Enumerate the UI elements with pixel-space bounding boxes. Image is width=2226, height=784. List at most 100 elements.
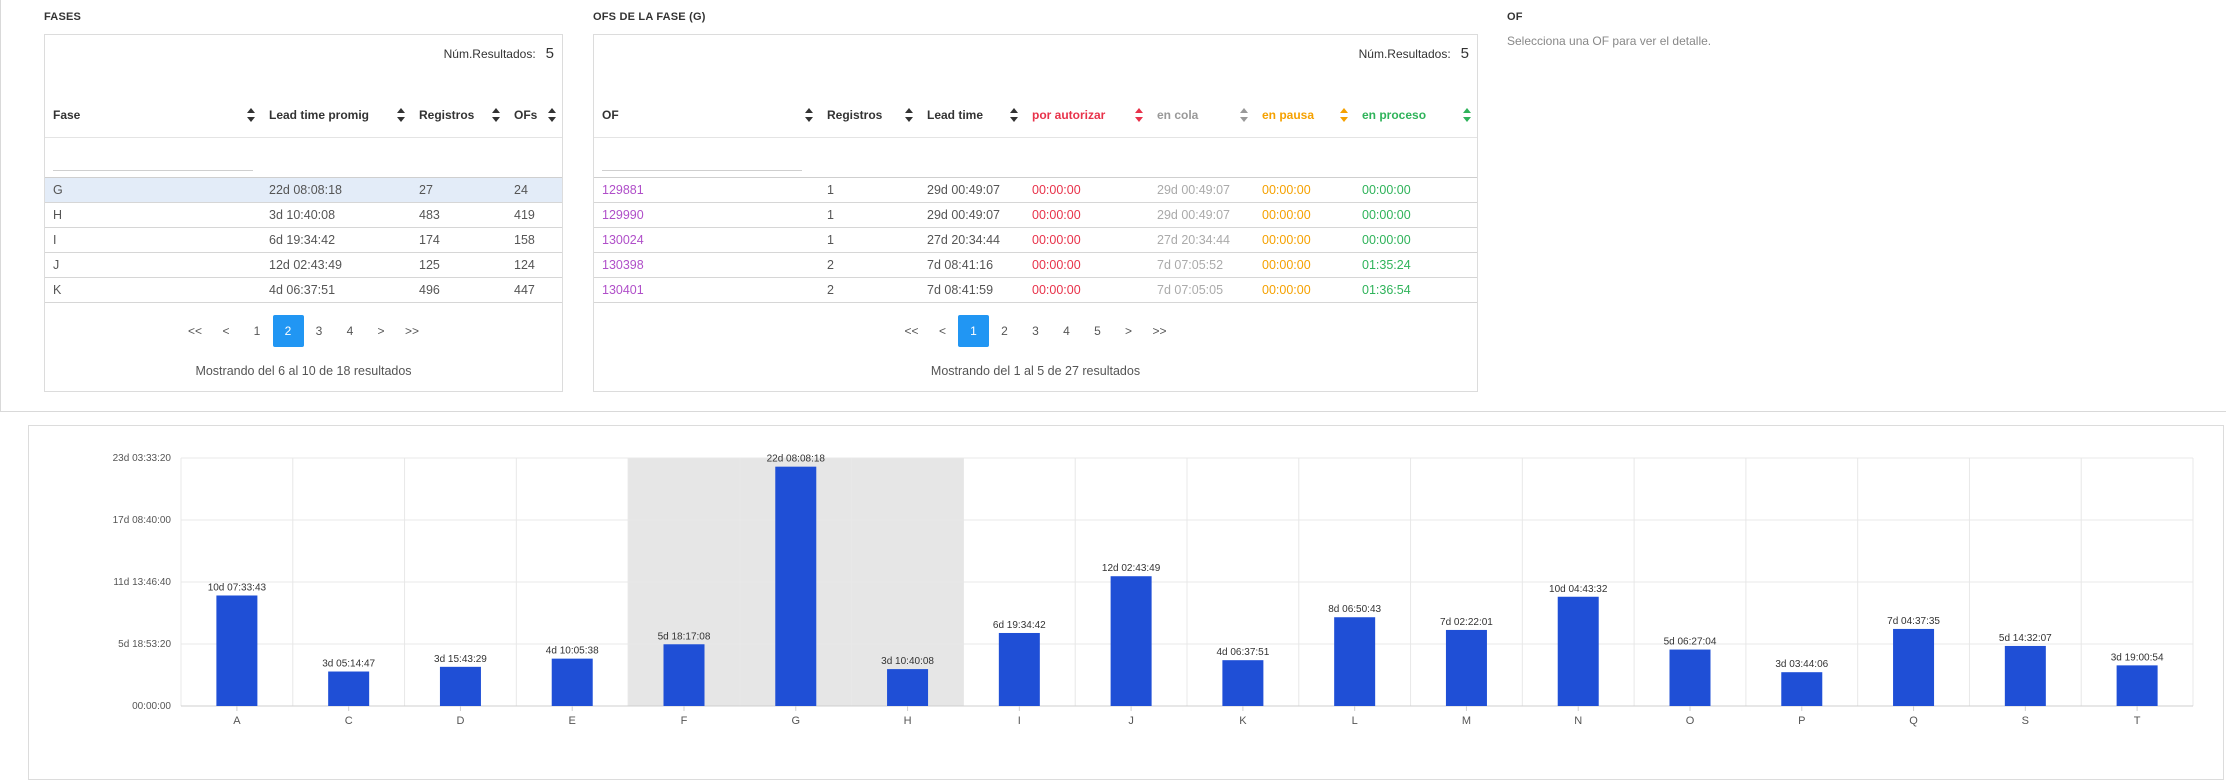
ofs-filter-input[interactable] <box>602 169 802 171</box>
page-button[interactable]: 2 <box>1001 324 1008 338</box>
sort-icon[interactable] <box>1135 107 1143 122</box>
top-section <box>0 0 2226 412</box>
ofs-col-0[interactable]: OF <box>594 93 819 138</box>
x-tick-label: H <box>904 715 912 727</box>
fases-filter-cell[interactable] <box>45 137 261 178</box>
ofs-cell: 00:00:00 <box>1354 202 1477 228</box>
ofs-cell: 29d 00:49:07 <box>919 202 1024 228</box>
fases-col-ofs[interactable]: OFs <box>506 93 562 138</box>
table-row[interactable]: H 3d 10:40:08 483 419 <box>45 202 562 228</box>
of-link[interactable]: 130398 <box>594 252 819 278</box>
page-button[interactable]: << <box>187 324 202 338</box>
fases-cell: 158 <box>506 227 562 253</box>
table-row[interactable]: 130401 2 7d 08:41:59 00:00:00 7d 07:05:05 00:… <box>594 277 1477 303</box>
ofs-col-3[interactable]: por autorizar <box>1024 93 1149 138</box>
page-button[interactable]: < <box>222 324 230 338</box>
table-row[interactable]: G 22d 08:08:18 27 24 <box>45 177 562 203</box>
sort-icon[interactable] <box>1240 107 1248 122</box>
ofs-cell: 1 <box>819 202 919 228</box>
page-button[interactable]: 1 <box>958 315 989 347</box>
fases-filter-input[interactable] <box>53 169 253 171</box>
page-button[interactable]: > <box>377 324 385 338</box>
data-label: 3d 15:43:29 <box>434 654 487 665</box>
data-label: 22d 08:08:18 <box>767 454 826 465</box>
ofs-num-value[interactable]: 5 <box>1460 45 1469 62</box>
sort-icon[interactable] <box>397 107 405 122</box>
table-row[interactable]: K 4d 06:37:51 496 447 <box>45 277 562 303</box>
ofs-table: OF Registros Lead time por autorizar en cola… <box>594 93 1477 303</box>
page-button[interactable]: >> <box>1152 324 1167 338</box>
ofs-cell: 00:00:00 <box>1024 177 1149 203</box>
sort-icon[interactable] <box>247 107 255 122</box>
fases-cell: 447 <box>506 277 562 303</box>
ofs-cell: 29d 00:49:07 <box>919 177 1024 203</box>
data-label: 5d 14:32:07 <box>1999 633 2052 644</box>
sort-icon[interactable] <box>492 107 500 122</box>
sort-icon[interactable] <box>905 107 913 122</box>
x-tick-label: L <box>1352 715 1358 727</box>
data-label: 7d 02:22:01 <box>1440 617 1493 628</box>
of-link[interactable]: 129881 <box>594 177 819 203</box>
page-button[interactable]: 3 <box>315 324 323 338</box>
bar <box>1110 576 1152 706</box>
data-label: 3d 03:44:06 <box>1775 659 1828 670</box>
table-row[interactable]: 129990 1 29d 00:49:07 00:00:00 29d 00:49:07 0… <box>594 202 1477 228</box>
fases-table: Fase Lead time promig Registros OFs G 22d… <box>45 93 562 303</box>
page-button[interactable]: 5 <box>1094 324 1101 338</box>
sort-icon[interactable] <box>1010 107 1018 122</box>
page-button[interactable]: << <box>904 324 919 338</box>
page-button[interactable]: > <box>1124 324 1132 338</box>
ofs-num-results: Núm.Resultados: 5 <box>1359 45 1469 62</box>
sort-icon[interactable] <box>805 107 813 122</box>
fases-cell: 6d 19:34:42 <box>261 227 411 253</box>
x-tick-label: A <box>233 715 241 727</box>
fases-cell: 496 <box>411 277 506 303</box>
of-link[interactable]: 130401 <box>594 277 819 303</box>
data-label: 8d 06:50:43 <box>1328 604 1381 615</box>
fases-cell: 3d 10:40:08 <box>261 202 411 228</box>
of-link[interactable]: 129990 <box>594 202 819 228</box>
page-button[interactable]: 2 <box>272 315 304 347</box>
sort-icon[interactable] <box>1463 107 1471 122</box>
sort-icon[interactable] <box>548 107 556 122</box>
of-link[interactable]: 130024 <box>594 227 819 253</box>
ofs-filter-cell[interactable] <box>594 137 819 178</box>
table-row[interactable]: 130398 2 7d 08:41:16 00:00:00 7d 07:05:52 00:… <box>594 252 1477 278</box>
fases-cell: 419 <box>506 202 562 228</box>
ofs-col-1[interactable]: Registros <box>819 93 919 138</box>
table-row[interactable]: J 12d 02:43:49 125 124 <box>45 252 562 278</box>
fases-col-leadtime[interactable]: Lead time promig <box>261 93 411 138</box>
page-button[interactable]: 1 <box>253 324 261 338</box>
fases-num-value[interactable]: 5 <box>545 45 554 62</box>
x-tick-label: O <box>1686 715 1695 727</box>
ofs-col-4[interactable]: en cola <box>1149 93 1254 138</box>
fases-showing: Mostrando del 6 al 10 de 18 resultados <box>195 364 412 378</box>
x-tick-label: M <box>1462 715 1471 727</box>
page-button[interactable]: < <box>938 324 946 338</box>
table-row[interactable]: I 6d 19:34:42 174 158 <box>45 227 562 253</box>
ofs-col-2[interactable]: Lead time <box>919 93 1024 138</box>
ofs-cell: 00:00:00 <box>1024 277 1149 303</box>
fases-col-fase[interactable]: Fase <box>45 93 261 138</box>
page-button[interactable]: 4 <box>1063 324 1070 338</box>
x-tick-label: Q <box>1909 715 1918 727</box>
sort-icon[interactable] <box>1340 107 1348 122</box>
ofs-col-5[interactable]: en pausa <box>1254 93 1354 138</box>
data-label: 4d 10:05:38 <box>546 646 599 657</box>
fases-cell: H <box>45 202 261 228</box>
ofs-col-6[interactable]: en proceso <box>1354 93 1477 138</box>
bar <box>1334 617 1376 706</box>
x-tick-label: J <box>1128 715 1134 727</box>
page-button[interactable]: 4 <box>346 324 354 338</box>
bar <box>1557 596 1599 706</box>
page-button[interactable]: >> <box>404 324 419 338</box>
x-tick-label: F <box>681 715 688 727</box>
x-tick-label: D <box>456 715 464 727</box>
page-button[interactable]: 3 <box>1032 324 1039 338</box>
y-tick-label: 17d 08:40:00 <box>113 515 172 526</box>
table-row[interactable]: 129881 1 29d 00:49:07 00:00:00 29d 00:49:07 0… <box>594 177 1477 203</box>
ofs-cell: 2 <box>819 252 919 278</box>
table-row[interactable]: 130024 1 27d 20:34:44 00:00:00 27d 20:34:44 0… <box>594 227 1477 253</box>
ofs-showing: Mostrando del 1 al 5 de 27 resultados <box>930 364 1141 378</box>
fases-col-registros[interactable]: Registros <box>411 93 506 138</box>
